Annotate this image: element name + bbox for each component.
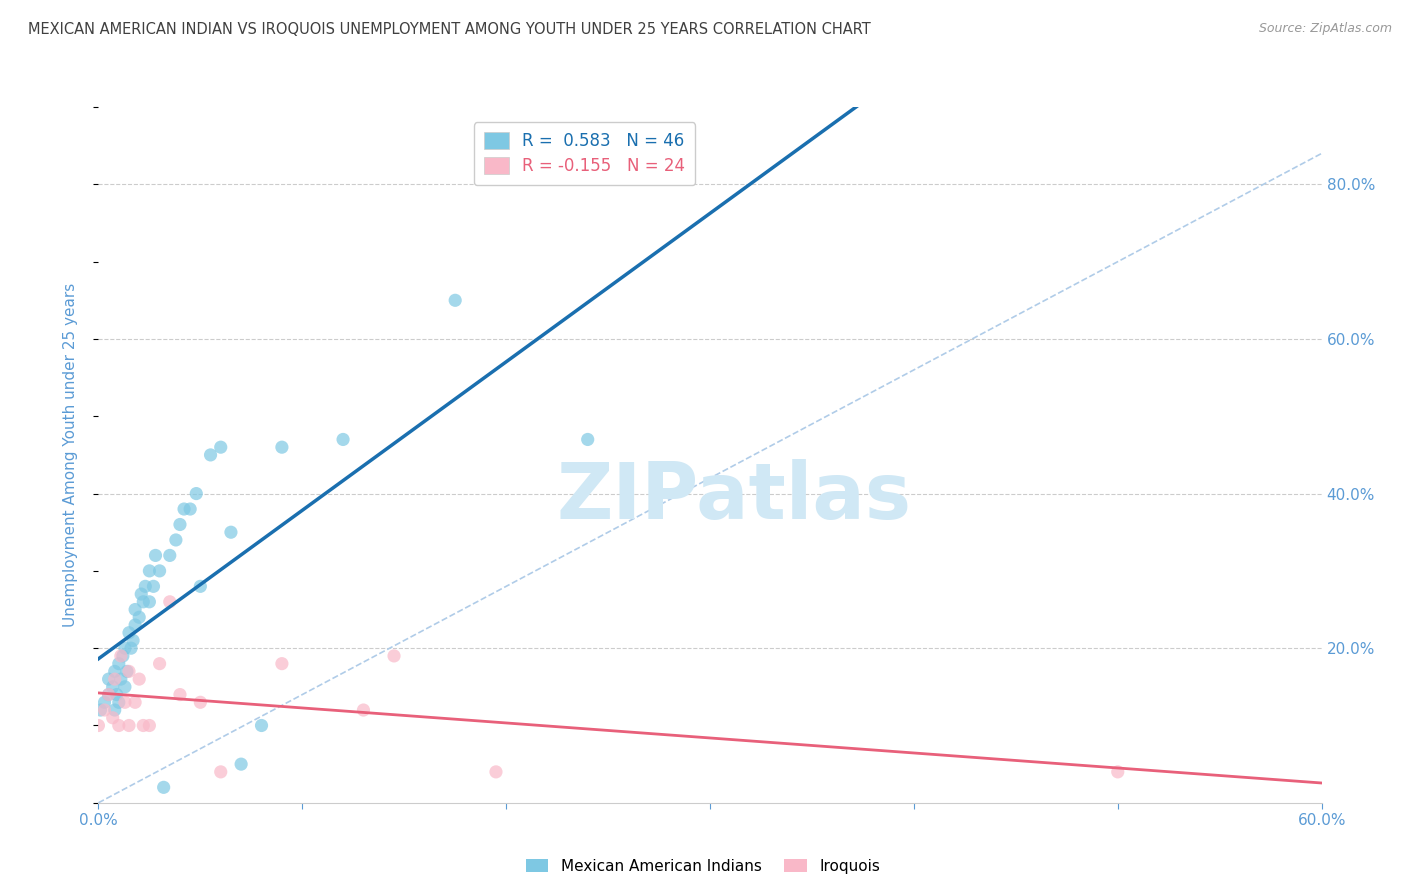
Point <box>124 695 146 709</box>
Point <box>108 718 131 732</box>
Point <box>93 695 115 709</box>
Point <box>118 665 141 679</box>
Point <box>129 587 152 601</box>
Point <box>104 672 127 686</box>
Point <box>186 486 208 500</box>
Point <box>132 595 155 609</box>
Point <box>188 695 212 709</box>
Point <box>108 657 131 671</box>
Point <box>114 695 136 709</box>
Point <box>97 672 120 686</box>
Point <box>173 502 195 516</box>
Point <box>231 757 253 772</box>
Point <box>219 525 242 540</box>
Point <box>169 688 191 702</box>
Point <box>209 764 232 779</box>
Point <box>93 703 115 717</box>
Point <box>114 680 136 694</box>
Point <box>270 440 294 454</box>
Point <box>485 764 508 779</box>
Text: ZIPatlas: ZIPatlas <box>557 458 912 534</box>
Point <box>104 665 127 679</box>
Point <box>145 549 167 563</box>
Text: Source: ZipAtlas.com: Source: ZipAtlas.com <box>1258 22 1392 36</box>
Point <box>101 680 124 694</box>
Legend: Mexican American Indians, Iroquois: Mexican American Indians, Iroquois <box>519 853 887 880</box>
Point <box>128 672 150 686</box>
Point <box>1107 764 1129 779</box>
Legend: R =  0.583   N = 46, R = -0.155   N = 24: R = 0.583 N = 46, R = -0.155 N = 24 <box>474 122 695 186</box>
Point <box>104 703 127 717</box>
Point <box>382 648 405 663</box>
Point <box>159 595 181 609</box>
Point <box>122 633 145 648</box>
Point <box>209 440 232 454</box>
Point <box>97 688 120 702</box>
Point <box>132 718 155 732</box>
Point <box>118 718 141 732</box>
Point <box>149 657 172 671</box>
Point <box>200 448 222 462</box>
Point <box>179 502 201 516</box>
Point <box>110 672 132 686</box>
Point <box>89 703 111 717</box>
Point <box>270 657 294 671</box>
Point <box>110 648 132 663</box>
Point <box>138 595 160 609</box>
Point <box>118 625 141 640</box>
Point <box>105 688 128 702</box>
Y-axis label: Unemployment Among Youth under 25 years: Unemployment Among Youth under 25 years <box>63 283 77 627</box>
Point <box>576 433 599 447</box>
Point <box>169 517 191 532</box>
Point <box>250 718 273 732</box>
Point <box>188 579 212 593</box>
Point <box>115 665 138 679</box>
Point <box>108 695 131 709</box>
Point <box>87 718 110 732</box>
Point <box>165 533 187 547</box>
Text: MEXICAN AMERICAN INDIAN VS IROQUOIS UNEMPLOYMENT AMONG YOUTH UNDER 25 YEARS CORR: MEXICAN AMERICAN INDIAN VS IROQUOIS UNEM… <box>28 22 870 37</box>
Point <box>138 718 160 732</box>
Point <box>114 641 136 656</box>
Point <box>332 433 354 447</box>
Point <box>142 579 165 593</box>
Point <box>159 549 181 563</box>
Point <box>128 610 150 624</box>
Point <box>97 688 120 702</box>
Point <box>120 641 142 656</box>
Point <box>444 293 467 308</box>
Point <box>152 780 174 795</box>
Point <box>352 703 374 717</box>
Point <box>149 564 172 578</box>
Point <box>111 648 134 663</box>
Point <box>134 579 156 593</box>
Point <box>124 618 146 632</box>
Point <box>138 564 160 578</box>
Point <box>124 602 146 616</box>
Point <box>101 711 124 725</box>
